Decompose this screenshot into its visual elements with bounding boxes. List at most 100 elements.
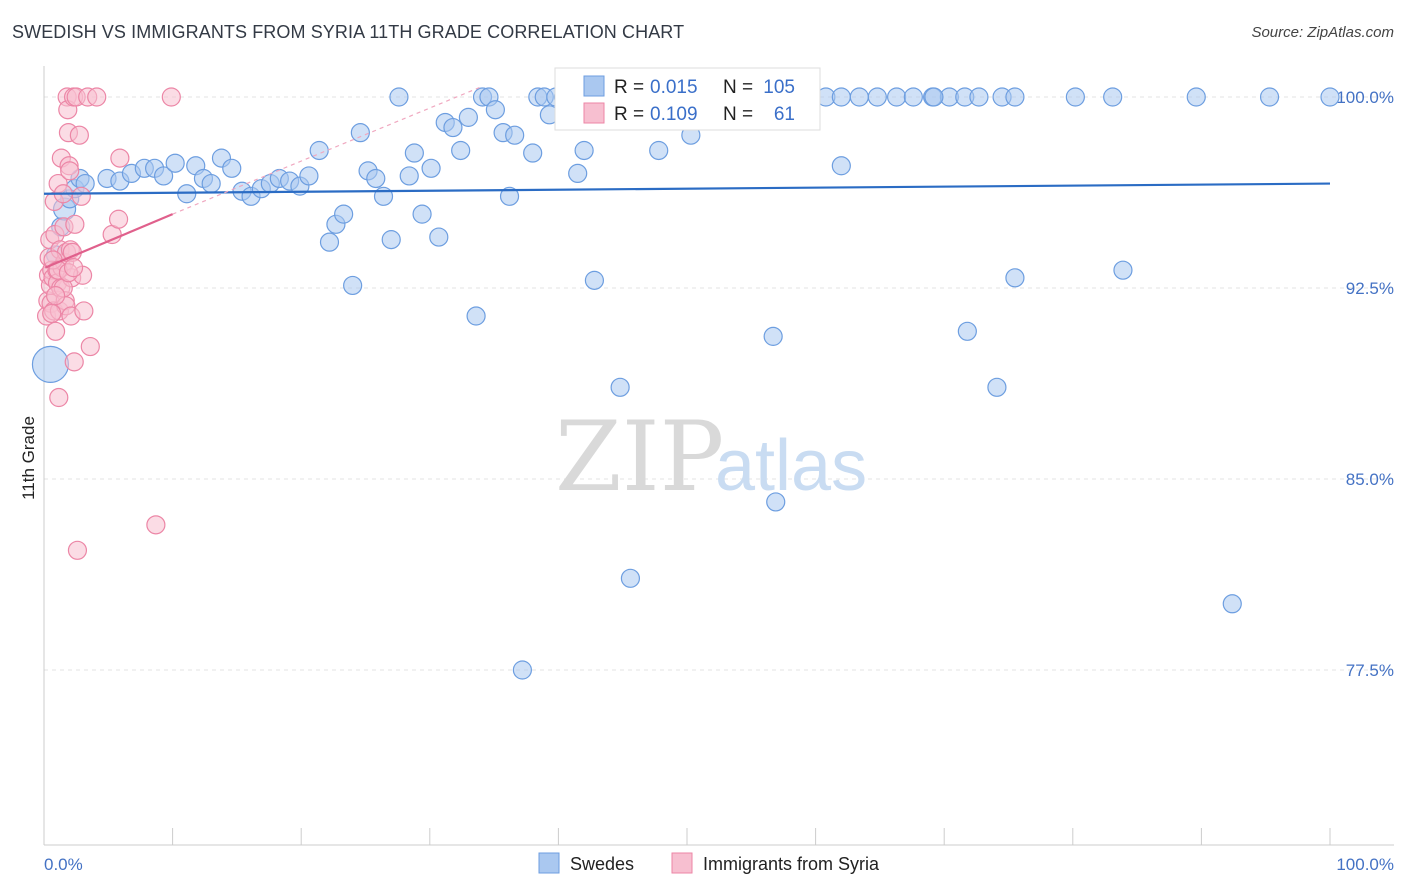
syria-point (108, 209, 129, 229)
legend-r-label-syria: R = (614, 104, 644, 125)
syria-trend-line (44, 213, 174, 269)
syria-point (69, 125, 89, 145)
swedes-point (523, 143, 543, 163)
swedes-point (849, 87, 869, 107)
swedes-point (1103, 87, 1123, 107)
swedes-point (887, 87, 907, 107)
syria-point (64, 352, 84, 372)
swedes-point (429, 227, 449, 247)
swedes-point (31, 345, 70, 383)
legend-n-label-syria: N = (723, 104, 753, 125)
watermark-zip: ZIP (555, 401, 724, 513)
swedes-point (867, 87, 887, 107)
swedes-point (987, 377, 1007, 397)
swedes-points (31, 87, 1340, 680)
syria-point (67, 540, 88, 560)
x-tick-label-max: 100.0% (1336, 855, 1394, 874)
y-tick-label: 92.5% (1346, 279, 1394, 298)
swedes-point (443, 117, 463, 138)
watermark: ZIP atlas (555, 401, 867, 513)
swedes-point (831, 87, 851, 107)
legend-r-label-swedes: R = (614, 77, 644, 98)
syria-point (42, 303, 62, 324)
watermark-atlas: atlas (715, 426, 867, 506)
syria-point (146, 515, 166, 535)
swedes-point (620, 568, 641, 588)
swedes-point (485, 100, 505, 120)
swedes-point (568, 163, 588, 183)
syria-point (49, 387, 69, 408)
bottom-legend-swatch-swedes (538, 852, 560, 874)
swedes-point (1005, 87, 1025, 107)
swedes-point (512, 660, 532, 680)
swedes-point (766, 492, 786, 512)
swedes-point (957, 321, 977, 341)
syria-point (60, 161, 80, 181)
source-label: Source: ZipAtlas.com (1251, 24, 1394, 41)
swedes-point (399, 166, 419, 186)
swedes-point (466, 306, 486, 326)
syria-point (87, 87, 107, 107)
bottom-legend-swedes: Swedes (570, 854, 634, 874)
y-tick-labels: 100.0% 92.5% 85.0% 77.5% (1336, 88, 1394, 680)
legend-n-value-syria: 61 (774, 104, 795, 125)
legend-swatch-swedes (583, 75, 605, 97)
swedes-point (924, 87, 944, 107)
swedes-point (412, 204, 432, 224)
trend-lines (43, 86, 1331, 269)
swedes-point (1222, 594, 1242, 614)
syria-point (65, 214, 85, 234)
swedes-point (165, 153, 185, 173)
bottom-legend-swatch-syria (671, 852, 693, 874)
swedes-point (903, 87, 923, 107)
swedes-point (458, 107, 478, 127)
swedes-point (574, 140, 594, 161)
legend-n-value-swedes: 105 (763, 77, 795, 98)
legend-n-label-swedes: N = (723, 77, 753, 98)
swedes-point (763, 326, 783, 346)
syria-point (71, 186, 91, 206)
swedes-point (1005, 268, 1025, 288)
legend-r-value-swedes: 0.015 (650, 77, 698, 98)
swedes-point (343, 275, 363, 296)
swedes-point (499, 186, 520, 206)
swedes-point (649, 140, 669, 161)
swedes-point (201, 173, 221, 194)
swedes-point (153, 166, 174, 186)
y-tick-label: 85.0% (1346, 470, 1394, 489)
swedes-point (505, 125, 525, 145)
swedes-point (1259, 87, 1280, 107)
swedes-point (1186, 87, 1206, 107)
swedes-point (309, 140, 329, 161)
y-tick-label: 100.0% (1336, 88, 1394, 107)
x-tick-label-min: 0.0% (44, 855, 83, 874)
syria-point (161, 87, 181, 107)
chart-title: SWEDISH VS IMMIGRANTS FROM SYRIA 11TH GR… (12, 22, 685, 42)
swedes-point (222, 158, 242, 178)
y-tick-label: 77.5% (1346, 661, 1394, 680)
swedes-point (1320, 87, 1340, 107)
swedes-point (421, 158, 441, 178)
syria-points (36, 87, 181, 560)
y-axis-label: 11th Grade (19, 416, 38, 500)
swedes-point (381, 230, 401, 250)
swedes-point (610, 377, 630, 397)
swedes-point (319, 232, 340, 252)
swedes-point (969, 87, 989, 107)
swedes-point (1065, 87, 1085, 107)
swedes-point (366, 168, 386, 189)
syria-point (45, 321, 66, 341)
correlation-legend: R = 0.015 N = 105 R = 0.109 N = 61 (554, 67, 821, 131)
axes (43, 66, 1394, 846)
swedes-point (299, 166, 319, 186)
legend-swatch-syria (583, 102, 605, 124)
swedes-point (584, 270, 605, 290)
swedes-point (404, 143, 424, 163)
syria-point (110, 148, 130, 168)
syria-point (63, 258, 84, 278)
bottom-legend-syria: Immigrants from Syria (703, 854, 880, 874)
swedes-point (1113, 260, 1133, 280)
swedes-point (389, 87, 409, 107)
swedes-trend-line (43, 182, 1331, 195)
